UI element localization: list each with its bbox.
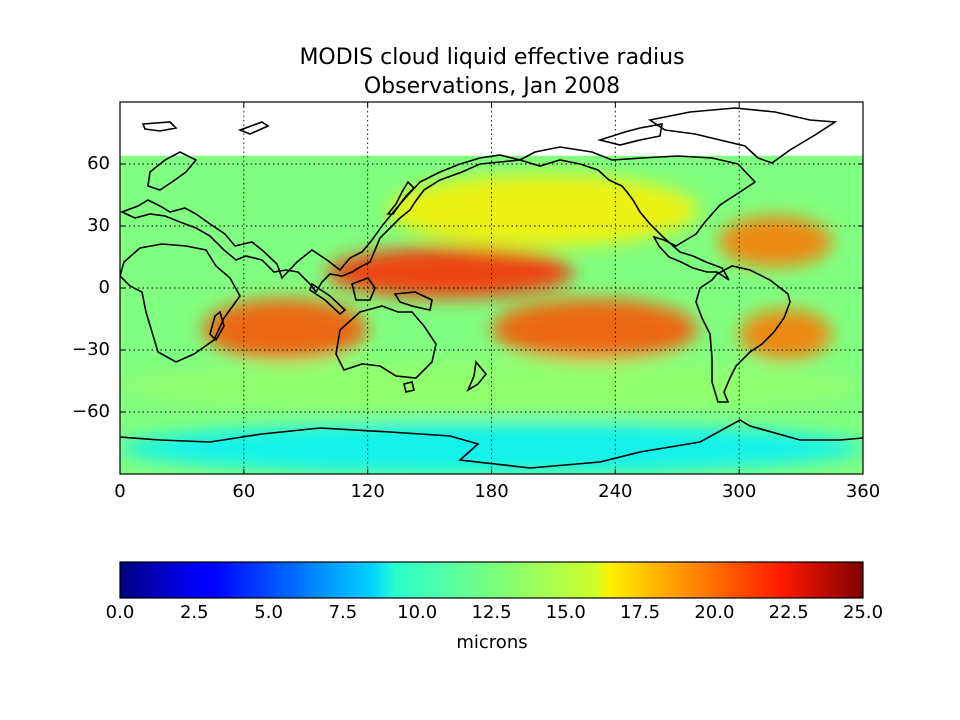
- chart-title: MODIS cloud liquid effective radius: [299, 45, 685, 70]
- colorbar-tick-label: 15.0: [545, 602, 586, 623]
- colorbar-label: microns: [456, 632, 528, 653]
- y-tick-label: −60: [72, 401, 110, 422]
- y-tick-label: 60: [87, 153, 110, 174]
- y-tick-label: 30: [87, 215, 110, 236]
- y-tick-label: −30: [72, 339, 110, 360]
- coastline-sumatra: [309, 282, 347, 316]
- y-tick-label: 0: [98, 277, 110, 298]
- coastline-borneo: [351, 277, 376, 301]
- x-tick-label: 120: [350, 481, 385, 502]
- coastline-australia: [335, 305, 437, 379]
- colorbar-frame: [119, 561, 864, 599]
- colorbar-tick-label: 2.5: [179, 602, 209, 623]
- colorbar-tick-label: 0.0: [105, 602, 135, 623]
- colorbar-tick-label: 7.5: [328, 602, 358, 623]
- x-tick-label: 300: [721, 481, 757, 502]
- coastline-africa: [120, 243, 241, 363]
- field-region-7: [120, 422, 863, 474]
- field-region-4: [739, 308, 833, 361]
- colorbar-tick-label: 25.0: [842, 602, 884, 623]
- colorbar: [120, 562, 863, 598]
- x-tick-label: 180: [474, 481, 509, 502]
- grid-lines: [120, 102, 863, 474]
- coastline-south-america: [695, 265, 791, 403]
- coastline-greenland: [647, 107, 838, 164]
- coastline-japan: [386, 180, 416, 215]
- coastline-north-america: [517, 146, 757, 281]
- field-region-1: [491, 298, 698, 361]
- coastline-tasmania: [403, 381, 415, 393]
- colorbar-tick-label: 22.5: [768, 602, 809, 623]
- coastline-new-guinea: [393, 291, 433, 311]
- field-region-3: [718, 215, 833, 268]
- colorbar-tick-label: 12.5: [471, 602, 512, 623]
- field-region-0: [326, 246, 575, 299]
- coastline-madagascar: [209, 310, 225, 342]
- x-tick-label: 360: [845, 481, 881, 502]
- field-region-5: [388, 174, 698, 247]
- colorbar-tick-label: 20.0: [694, 602, 735, 623]
- coastline-arctic-canada: [597, 123, 663, 146]
- coastline-new-zealand: [466, 360, 488, 392]
- x-tick-label: 240: [598, 481, 633, 502]
- coastline-novaya-zemlya: [237, 121, 270, 135]
- coastline-scandinavia: [147, 151, 198, 191]
- axis-tick-marks: [119, 102, 864, 474]
- chart-subtitle: Observations, Jan 2008: [363, 74, 621, 99]
- coastline-antarctica: [120, 419, 863, 469]
- colorbar-tick-label: 10.0: [397, 602, 438, 623]
- colorbar-tick-label: 5.0: [254, 602, 283, 623]
- coastline-svalbard: [141, 121, 178, 132]
- x-tick-label: 60: [232, 481, 256, 502]
- colorbar-tick-label: 17.5: [620, 602, 661, 623]
- x-tick-label: 0: [114, 481, 126, 502]
